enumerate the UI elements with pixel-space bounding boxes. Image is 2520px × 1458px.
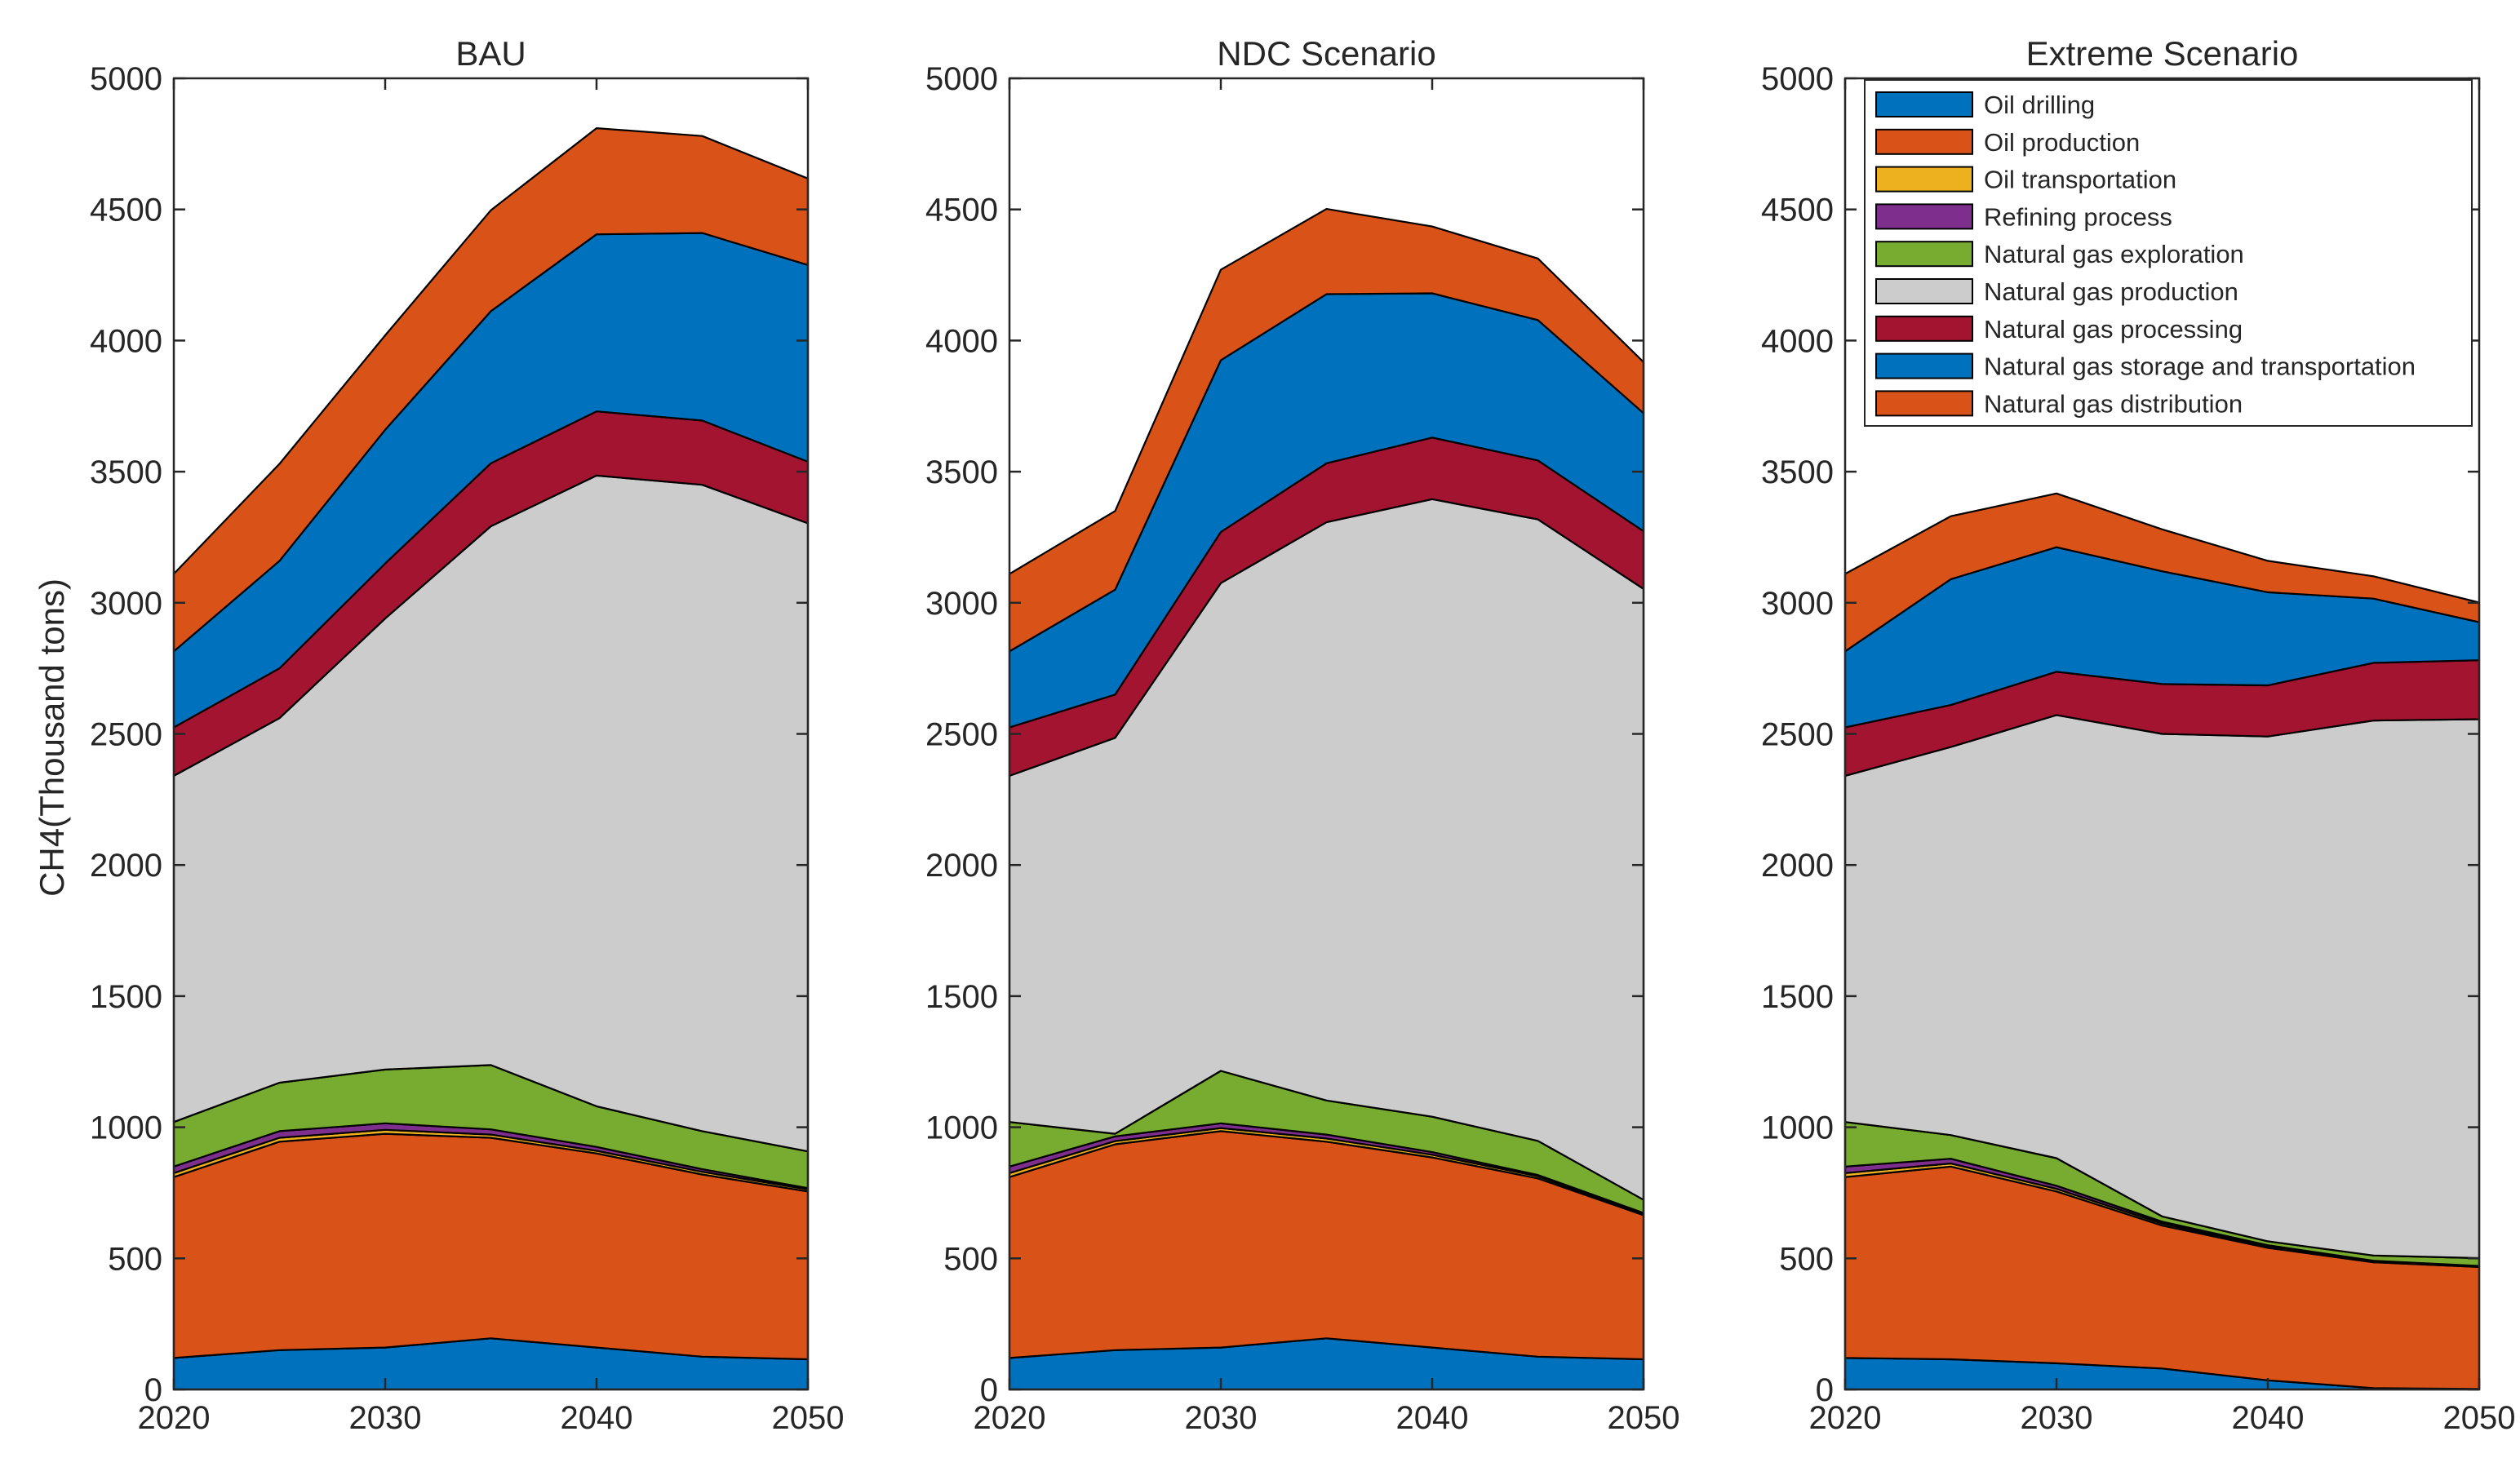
legend-label: Refining process (1984, 202, 2172, 231)
y-axis-label: CH4(Thousand tons) (33, 578, 71, 897)
legend-swatch (1875, 352, 1973, 379)
y-tick-label: 2500 (1761, 717, 1834, 753)
y-tick-label: 5000 (90, 61, 162, 97)
legend-label: Natural gas storage and transportation (1984, 352, 2416, 381)
legend: Oil drilling Oil production Oil transporta… (1864, 79, 2473, 427)
y-tick-label: 3500 (925, 454, 998, 490)
legend-swatch (1875, 278, 1973, 304)
chart-title: Extreme Scenario (2026, 34, 2299, 73)
chart-title: NDC Scenario (1217, 34, 1435, 73)
chart-panels: BAU 0 500 1000 1500 2000 2500 3000 3500 4000 4500 5… (90, 34, 2515, 1436)
y-tick-label: 500 (1779, 1241, 1834, 1277)
y-tick-label: 4500 (90, 193, 162, 228)
x-tick-label: 2030 (1185, 1400, 1258, 1436)
x-tick-label: 2020 (974, 1400, 1046, 1436)
y-tick-label: 500 (943, 1241, 998, 1277)
legend-label: Natural gas processing (1984, 315, 2243, 343)
legend-swatch (1875, 166, 1973, 193)
y-tick-label: 0 (1816, 1372, 1834, 1408)
legend-swatch (1875, 203, 1973, 230)
y-tick-label: 3000 (925, 586, 998, 622)
y-tick-label: 4000 (90, 323, 162, 359)
y-tick-label: 500 (108, 1241, 162, 1277)
y-tick-label: 2000 (925, 848, 998, 884)
y-tick-label: 0 (980, 1372, 998, 1408)
y-tick-label: 1000 (90, 1110, 162, 1146)
legend-swatch (1875, 315, 1973, 342)
legend-label: Oil production (1984, 128, 2140, 157)
y-tick-label: 4500 (1761, 193, 1834, 228)
x-tick-label: 2050 (772, 1400, 845, 1436)
y-tick-label: 1500 (925, 979, 998, 1015)
legend-label: Natural gas production (1984, 277, 2238, 306)
x-tick-label: 2050 (1608, 1400, 1680, 1436)
y-tick-label: 3000 (1761, 586, 1834, 622)
legend-label: Natural gas exploration (1984, 240, 2244, 268)
legend-label: Natural gas distribution (1984, 389, 2243, 418)
legend-swatch (1875, 241, 1973, 268)
legend-swatch (1875, 91, 1973, 117)
legend-label: Oil transportation (1984, 166, 2176, 194)
x-tick-label: 2040 (2232, 1400, 2305, 1436)
y-tick-label: 3500 (1761, 454, 1834, 490)
y-tick-label: 5000 (1761, 61, 1834, 97)
chart-panel-3: Extreme Scenario 0 500 1000 1500 2000 2500 3000… (1761, 34, 2515, 1436)
x-tick-label: 2030 (349, 1400, 422, 1436)
x-tick-label: 2030 (2021, 1400, 2093, 1436)
y-tick-label: 5000 (925, 61, 998, 97)
chart-title: BAU (455, 34, 526, 73)
legend-label: Oil drilling (1984, 91, 2095, 119)
y-tick-label: 2500 (925, 717, 998, 753)
y-tick-label: 2000 (1761, 848, 1834, 884)
legend-swatch (1875, 390, 1973, 417)
x-tick-label: 2020 (1809, 1400, 1882, 1436)
legend-swatch (1875, 128, 1973, 155)
x-tick-label: 2050 (2443, 1400, 2516, 1436)
y-tick-label: 0 (144, 1372, 162, 1408)
y-tick-label: 3500 (90, 454, 162, 490)
y-tick-label: 4000 (1761, 323, 1834, 359)
y-tick-label: 4500 (925, 193, 998, 228)
x-tick-label: 2040 (1396, 1400, 1469, 1436)
y-tick-label: 2000 (90, 848, 162, 884)
y-tick-label: 3000 (90, 586, 162, 622)
y-tick-label: 1500 (1761, 979, 1834, 1015)
y-tick-label: 1000 (925, 1110, 998, 1146)
y-tick-label: 4000 (925, 323, 998, 359)
y-tick-label: 2500 (90, 717, 162, 753)
y-tick-label: 1500 (90, 979, 162, 1015)
chart-panel-1: BAU 0 500 1000 1500 2000 2500 3000 3500 4000 4500 5… (90, 34, 844, 1436)
y-tick-label: 1000 (1761, 1110, 1834, 1146)
x-tick-label: 2020 (138, 1400, 211, 1436)
x-tick-label: 2040 (561, 1400, 633, 1436)
chart-panel-2: NDC Scenario 0 500 1000 1500 2000 2500 3000 3500… (925, 34, 1679, 1436)
